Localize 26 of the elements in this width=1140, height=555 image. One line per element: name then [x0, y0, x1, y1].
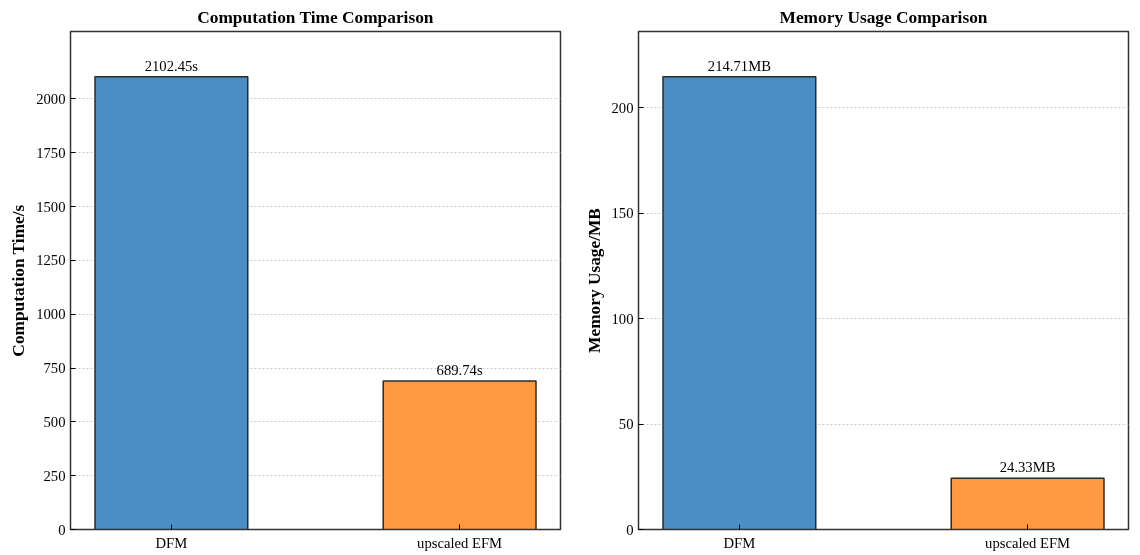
data-label: 2102.45s [144, 57, 199, 74]
y-tick-label: 50 [618, 416, 634, 433]
y-tick-label: 0 [626, 521, 634, 538]
y-tick-label: 0 [58, 521, 66, 538]
y-tick-label: 1250 [36, 252, 66, 269]
x-tick-label: DFM [723, 534, 756, 551]
y-tick-label: 750 [43, 360, 66, 376]
y-tick-label: 250 [43, 467, 66, 484]
chart-title: Memory Usage Comparison [779, 7, 988, 27]
x-tick-label: DFM [155, 534, 188, 551]
x-tick-label: upscaled EFM [417, 534, 503, 551]
y-axis-title: Memory Usage/MB [584, 207, 604, 353]
y-axis-title: Computation Time/s [9, 204, 29, 357]
y-tick-label: 150 [611, 205, 634, 222]
y-tick-label: 1750 [36, 144, 66, 161]
data-label: 24.33MB [999, 459, 1056, 476]
chart-title: Computation Time Comparison [197, 7, 434, 27]
y-tick-label: 100 [611, 310, 634, 327]
data-label: 689.74s [436, 361, 483, 378]
data-label: 214.71MB [707, 57, 772, 74]
y-tick-label: 500 [43, 413, 66, 430]
y-tick-label: 200 [611, 99, 634, 116]
y-tick-label: 1000 [36, 306, 66, 323]
y-tick-label: 2000 [36, 90, 66, 107]
x-tick-label: upscaled EFM [985, 534, 1071, 551]
y-tick-label: 1500 [36, 198, 66, 215]
